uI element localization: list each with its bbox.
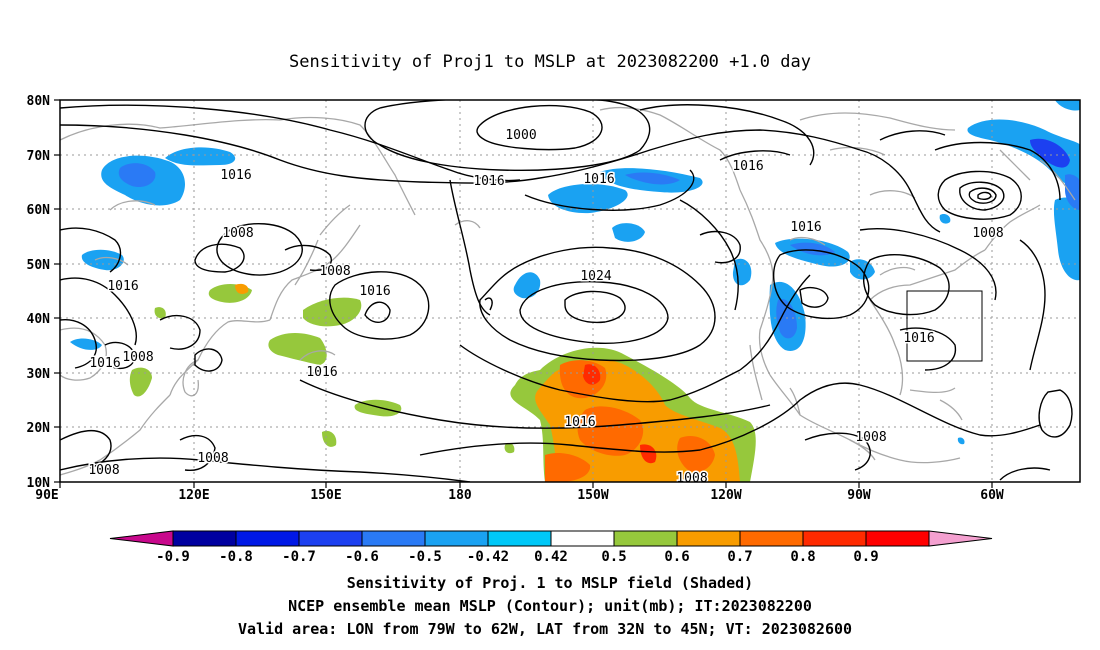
lon-label: 90W [847,488,871,503]
contour-label: 1008 [319,264,350,279]
colorbar-swatch [361,530,426,547]
contour-label: 1008 [855,430,886,445]
caption-line: Valid area: LON from 79W to 62W, LAT fro… [238,620,852,638]
colorbar-swatch [676,530,741,547]
map-plot-area: 1000 1016 1016 1016 1016 1008 1016 1008 … [60,100,1080,486]
lon-label: 150E [310,488,341,503]
contour-label: 1008 [122,350,153,365]
colorbar-swatch [802,530,867,547]
chart-title: Sensitivity of Proj1 to MSLP at 20230822… [289,52,811,72]
contour-label: 1016 [583,172,614,187]
captions: Sensitivity of Proj. 1 to MSLP field (Sh… [238,574,852,638]
colorbar-swatch [235,530,300,547]
contour-label: 1016 [790,220,821,235]
lat-label: 50N [27,258,51,273]
colorbar-swatch [865,530,930,547]
valid-area-box [906,290,983,362]
mslp-contours [60,100,1073,482]
colorbar-tick-label: 0.5 [601,549,626,565]
lat-label: 60N [27,203,51,218]
colorbar-swatch [487,530,552,547]
contour-label: 1008 [222,226,253,241]
colorbar-swatch [550,530,615,547]
colorbar-swatch [613,530,678,547]
colorbar-left-arrow [109,530,174,547]
contour-label-group: 1000 1016 1016 1016 1016 1008 1016 1008 … [87,127,1005,486]
lon-label: 150W [577,488,608,503]
contour-label: 1008 [676,471,707,486]
lon-label: 120W [710,488,741,503]
contour-label: 1008 [972,226,1003,241]
colorbar-tick-label: 0.42 [534,549,568,565]
lat-label: 80N [27,94,51,109]
colorbar-tick-label: 0.8 [790,549,815,565]
lat-label: 40N [27,312,51,327]
lon-label: 120E [178,488,209,503]
colorbar-swatch [739,530,804,547]
contour-label: 1016 [89,356,120,371]
colorbar-tick-label: 0.9 [853,549,878,565]
colorbar-tick-label: 0.7 [727,549,752,565]
contour-label: 1016 [220,168,251,183]
latitude-labels: 80N 70N 60N 50N 40N 30N 20N 10N [27,94,51,491]
contour-label: 1016 [564,415,595,430]
colorbar-tick-label: -0.5 [408,549,442,565]
longitude-labels: 90E 120E 150E 180 150W 120W 90W 60W [35,488,1004,503]
colorbar-tick-label: 0.6 [664,549,689,565]
caption-line: NCEP ensemble mean MSLP (Contour); unit(… [288,597,812,615]
colorbar-right-arrow [928,530,993,547]
contour-label: 1008 [88,463,119,478]
colorbar-tick-label: -0.42 [467,549,509,565]
colorbar-swatch [172,530,237,547]
axis-ticks [54,99,993,488]
lat-label: 20N [27,421,51,436]
colorbar-swatch [298,530,363,547]
contour-label: 1016 [473,174,504,189]
colorbar: -0.9 -0.8 -0.7 -0.6 -0.5 -0.42 0.42 0.5 0.6 0.7 0.… [109,530,993,565]
colorbar-tick-label: -0.6 [345,549,379,565]
graticule [60,100,1080,482]
lon-label: 90E [35,488,58,503]
colorbar-tick-label: -0.7 [282,549,316,565]
map-frame [59,99,1081,483]
lon-label: 180 [448,488,472,503]
caption-line: Sensitivity of Proj. 1 to MSLP field (Sh… [347,574,753,592]
colorbar-tick-label: -0.8 [219,549,253,565]
contour-label: 1016 [359,284,390,299]
coastlines [60,106,1076,476]
lat-label: 70N [27,149,51,164]
colorbar-swatch [424,530,489,547]
contour-label: 1016 [732,159,763,174]
colorbar-tick-label: -0.9 [156,549,190,565]
lat-label: 10N [27,476,51,491]
lat-label: 30N [27,367,51,382]
contour-label: 1016 [903,331,934,346]
lon-label: 60W [980,488,1004,503]
contour-label: 1016 [306,365,337,380]
contour-label: 1008 [197,451,228,466]
contour-label: 1016 [107,279,138,294]
contour-label: 1024 [580,269,611,284]
contour-label: 1000 [505,128,536,143]
